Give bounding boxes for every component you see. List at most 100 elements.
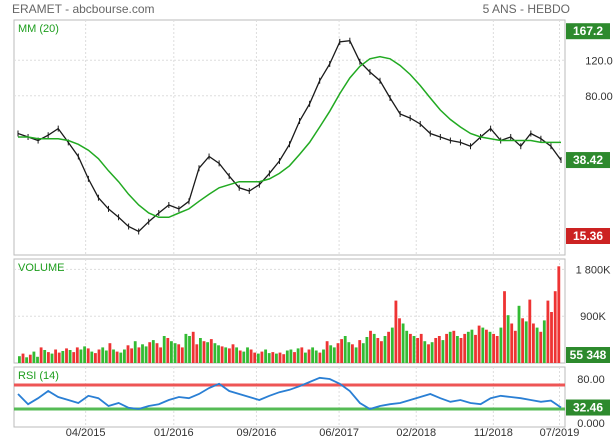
volume-bar: [264, 349, 268, 363]
volume-bar: [94, 353, 97, 363]
volume-bar: [271, 352, 275, 363]
price-panel-frame: [13, 19, 566, 256]
volume-bar: [546, 300, 550, 363]
volume-bar: [282, 354, 286, 363]
volume-bar: [188, 336, 191, 363]
volume-bar: [170, 341, 173, 363]
volume-bar: [441, 340, 445, 363]
volume-bar: [448, 331, 452, 363]
volume-bar: [542, 320, 546, 363]
volume-bar: [470, 329, 474, 363]
volume-bar: [72, 352, 76, 363]
volume-bar: [126, 345, 130, 363]
volume-bar: [36, 356, 39, 363]
volume-bar: [155, 343, 159, 363]
volume-bar: [506, 315, 510, 363]
volume-bar: [358, 340, 362, 363]
volume-bar: [390, 327, 394, 363]
volume-panel-title: VOLUME: [18, 262, 64, 274]
volume-bar: [459, 338, 463, 363]
volume-bar: [372, 333, 376, 363]
x-tick-label: 11/2018: [474, 427, 513, 439]
axis-layer: 04/2015 01/2016 09/2016 06/2017 02/2018 11/20…: [66, 23, 613, 439]
volume-bar: [477, 325, 481, 363]
volume-bar: [108, 343, 112, 363]
volume-bar: [86, 348, 90, 363]
volume-bar: [528, 299, 532, 363]
volume-bar: [376, 338, 380, 363]
volume-bar: [83, 346, 87, 363]
volume-bar: [322, 349, 325, 363]
volume-bar: [184, 333, 188, 363]
volume-bar: [61, 351, 65, 363]
volume-bar: [159, 347, 163, 363]
volume-bar: [32, 351, 36, 363]
volume-bar: [466, 331, 470, 363]
price-badge: [566, 152, 610, 169]
volume-bar: [510, 323, 514, 363]
volume-bar: [387, 331, 391, 363]
volume-bar: [535, 327, 539, 363]
volume-layer: [18, 266, 561, 363]
price-layer: [17, 37, 562, 235]
volume-bar: [231, 344, 235, 363]
volume-bar: [329, 345, 333, 363]
volume-bar: [166, 338, 170, 363]
volume-y-tick-label: 1 800K: [576, 264, 612, 276]
volume-bar: [293, 352, 296, 363]
volume-bar: [47, 352, 50, 363]
volume-bar: [311, 347, 315, 363]
volume-bar: [195, 344, 199, 363]
volume-bar: [336, 343, 340, 363]
volume-bar: [119, 352, 123, 363]
rsi-y-tick-label: 80.00: [577, 374, 605, 386]
volume-bar: [423, 341, 427, 363]
volume-bar: [347, 342, 351, 363]
x-tick-label: 06/2017: [319, 427, 359, 439]
volume-bar: [144, 346, 148, 363]
volume-bar: [148, 342, 152, 363]
price-badge-label: 15.36: [573, 229, 603, 243]
volume-bar: [383, 336, 387, 363]
volume-bar: [246, 347, 249, 363]
volume-bar: [278, 352, 282, 363]
volume-bar: [249, 349, 253, 363]
volume-bar: [256, 353, 260, 363]
volume-bar: [213, 343, 217, 363]
volume-bar: [550, 312, 553, 363]
volume-bar: [79, 349, 83, 363]
volume-bar: [238, 350, 242, 363]
volume-bar: [398, 318, 401, 363]
volume-bar: [343, 336, 347, 363]
volume-bar: [217, 345, 220, 363]
volume-bar: [25, 357, 29, 363]
rsi-layer: [14, 376, 565, 411]
volume-bar: [427, 344, 430, 363]
volume-bar: [177, 344, 181, 363]
volume-badge-label: 55 348: [570, 348, 607, 362]
x-tick-label: 01/2016: [154, 427, 194, 439]
volume-bar: [474, 334, 477, 363]
volume-bar: [191, 331, 195, 363]
price-badge-label: 167.2: [573, 24, 603, 38]
volume-bar: [409, 333, 412, 363]
volume-bar: [445, 333, 449, 363]
volume-bar: [242, 351, 246, 363]
volume-bar: [485, 329, 488, 363]
volume-bar: [503, 291, 506, 363]
volume-bar: [50, 353, 54, 363]
volume-bar: [137, 347, 141, 363]
volume-bar: [419, 333, 423, 363]
rsi-badge-label: 32.46: [573, 401, 603, 415]
volume-bar: [199, 338, 202, 363]
volume-bar: [300, 347, 304, 363]
volume-bar: [289, 349, 293, 363]
x-tick-label: 07/2019: [540, 427, 580, 439]
price-y-tick-label: 120.0: [585, 55, 613, 67]
volume-bar: [296, 348, 300, 363]
volume-bar: [437, 336, 441, 363]
volume-bar: [351, 344, 354, 363]
volume-bar: [481, 327, 485, 363]
volume-bar: [488, 331, 492, 363]
volume-bar: [133, 341, 137, 363]
